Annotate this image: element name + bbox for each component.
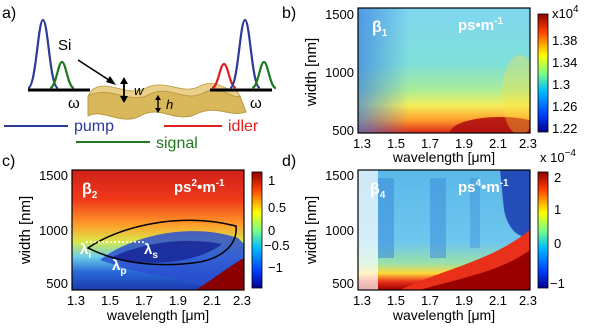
b-colorbar-multiplier: x104 (552, 4, 579, 21)
c-colorbar (251, 171, 263, 289)
b-cbtick: 1.38 (552, 33, 577, 48)
panel-d-heatmap (358, 170, 530, 290)
b-cbtick: 1.22 (552, 121, 577, 136)
d-xtick: 1.9 (455, 293, 473, 308)
d-cbtick: 1 (554, 202, 561, 217)
b-xtick: 1.7 (421, 136, 439, 151)
idler-legend-label: idler (228, 118, 259, 135)
beta4-unit: ps4•m-1 (458, 178, 509, 196)
panel-c-heatmap (72, 170, 244, 290)
c-cbtick: 1 (268, 173, 275, 188)
c-cbtick: −0.5 (264, 238, 290, 253)
b-xtick: 1.3 (353, 136, 371, 151)
lambda-p-label: λp (112, 257, 126, 277)
beta1-label: β1 (372, 19, 388, 39)
omega-right-label: ω (250, 95, 262, 112)
pump-pulse-in (26, 18, 60, 90)
pump-pulse-out (228, 18, 262, 90)
b-cbtick: 1.26 (552, 99, 577, 114)
panel-a-letter: a) (2, 5, 16, 22)
d-xlabel: wavelength [μm] (392, 307, 495, 323)
beta2-unit: ps2•m-1 (174, 178, 225, 196)
c-ytick: 1000 (39, 223, 68, 238)
d-xtick: 1.7 (421, 293, 439, 308)
c-cbtick: 0.5 (268, 200, 286, 215)
d-ytick: 500 (332, 276, 354, 291)
idler-pulse-out (211, 62, 237, 90)
d-cbtick: 0 (554, 236, 561, 251)
c-cbtick: 0 (268, 223, 275, 238)
c-xticks: 1.3 1.5 1.7 1.9 2.1 2.3 (67, 293, 251, 308)
d-colorbar-ticks: 2 1 0 −1 (550, 170, 565, 291)
b-xtick: 2.1 (489, 136, 507, 151)
c-cbtick: −1 (268, 260, 283, 275)
signal-pulse-out (251, 60, 277, 90)
panel-d: d) β4 ps4•m-1 500 1000 1500 width [nm] 1… (282, 148, 576, 323)
c-ytick: 1500 (39, 168, 68, 183)
signal-legend-label: signal (156, 135, 198, 152)
b-xtick: 2.3 (519, 136, 537, 151)
b-ytick: 500 (332, 123, 354, 138)
d-colorbar-multiplier: x 10−4 (540, 148, 576, 165)
beta4-label: β4 (370, 181, 386, 201)
c-xtick: 2.3 (233, 293, 251, 308)
panel-c-letter: c) (2, 153, 15, 170)
d-xticks: 1.3 1.5 1.7 1.9 2.1 2.3 (353, 293, 537, 308)
panel-d-letter: d) (282, 153, 296, 170)
b-ylabel: width [nm] (303, 38, 320, 107)
panel-b-letter: b) (282, 5, 296, 22)
b-xlabel: wavelength [μm] (392, 149, 495, 165)
b-colorbar (537, 13, 549, 133)
panel-b-heatmap (358, 8, 530, 133)
c-xtick: 1.9 (169, 293, 187, 308)
panel-b: b) β1 ps•m-1 500 1000 1500 width [nm] 1.… (282, 4, 579, 165)
c-xtick: 1.5 (101, 293, 119, 308)
d-cbtick: 2 (554, 170, 561, 185)
lambda-s-label: λs (144, 241, 158, 261)
beta1-unit: ps•m-1 (458, 16, 503, 34)
b-xtick: 1.5 (387, 136, 405, 151)
signal-pulse-in (49, 60, 75, 90)
w-label: w (134, 83, 145, 98)
c-xtick: 2.1 (203, 293, 221, 308)
c-ylabel: width [nm] (17, 196, 34, 265)
panel-a-schematic: a) ω Si w h ω pump signal idler (2, 5, 277, 152)
d-ytick: 1000 (325, 223, 354, 238)
d-ylabel: width [nm] (303, 196, 320, 265)
d-cbtick: −1 (550, 276, 565, 291)
d-xtick: 1.3 (353, 293, 371, 308)
b-ytick: 1500 (325, 7, 354, 22)
d-xtick: 2.3 (519, 293, 537, 308)
omega-left-label: ω (68, 95, 80, 112)
h-label: h (166, 97, 173, 112)
b-cbtick: 1.34 (552, 55, 577, 70)
si-arrow (77, 59, 113, 83)
c-xtick: 1.3 (67, 293, 85, 308)
b-colorbar-ticks: 1.38 1.34 1.3 1.26 1.22 (552, 33, 577, 136)
b-ytick: 1000 (325, 65, 354, 80)
si-label: Si (58, 37, 71, 54)
panel-c: c) β2 ps2•m-1 λi λp λs 500 1000 1500 wid… (2, 153, 290, 323)
b-xticks: 1.3 1.5 1.7 1.9 2.1 2.3 (353, 136, 537, 151)
d-colorbar (537, 171, 549, 289)
beta2-label: β2 (82, 181, 98, 201)
lambda-i-label: λi (80, 241, 91, 261)
c-colorbar-ticks: 1 0.5 0 −0.5 −1 (264, 173, 290, 275)
c-xtick: 1.7 (135, 293, 153, 308)
c-xlabel: wavelength [μm] (106, 307, 209, 323)
d-ytick: 1500 (325, 168, 354, 183)
d-xtick: 2.1 (489, 293, 507, 308)
b-cbtick: 1.3 (552, 77, 570, 92)
c-ytick: 500 (46, 276, 68, 291)
si-arrowhead (106, 76, 116, 85)
b-xtick: 1.9 (455, 136, 473, 151)
d-xtick: 1.5 (387, 293, 405, 308)
pump-legend-label: pump (74, 118, 114, 135)
